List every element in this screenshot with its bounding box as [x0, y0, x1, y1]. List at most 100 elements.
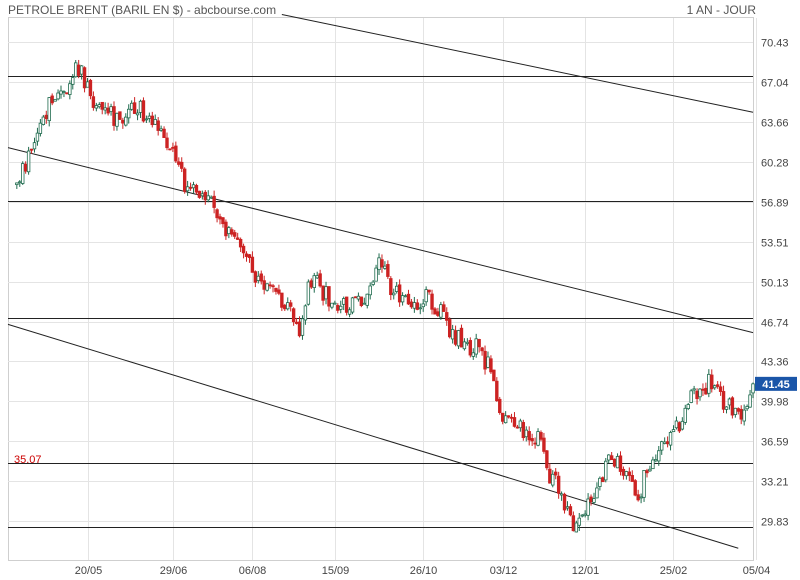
candle-body — [715, 384, 720, 387]
candle-body — [344, 296, 349, 313]
candle-body — [660, 441, 664, 451]
candle-body — [554, 471, 558, 476]
candle-body — [324, 286, 328, 300]
candle-body — [339, 305, 343, 310]
candle-body — [574, 522, 579, 533]
candle-body — [297, 321, 302, 337]
candle-body — [450, 329, 455, 340]
candle-body — [674, 420, 679, 429]
candle-body — [680, 420, 685, 430]
candle-body — [509, 416, 514, 419]
x-tick-label: 05/04 — [743, 565, 771, 577]
y-tick-label: 36.59 — [761, 437, 789, 449]
candle-body — [518, 420, 523, 429]
candle-body — [238, 238, 243, 248]
candle-body — [32, 142, 37, 150]
candle-body — [512, 417, 517, 427]
candle-body — [406, 293, 411, 305]
trendlines — [7, 13, 754, 549]
y-tick-label: 50.13 — [761, 278, 789, 290]
x-tick-label: 15/09 — [322, 565, 350, 577]
last-price-label: 41.45 — [762, 379, 790, 391]
trendline — [7, 323, 739, 549]
candle-body — [174, 145, 178, 162]
candle-body — [471, 352, 475, 357]
candle-body — [253, 271, 258, 283]
candle-body — [47, 97, 51, 122]
candle-body — [147, 115, 152, 119]
y-tick-label: 53.51 — [761, 238, 789, 250]
horizontal-levels — [8, 76, 753, 528]
candle-body — [94, 105, 99, 109]
period-label[interactable]: 1 AN - JOUR — [686, 3, 756, 17]
candle-body — [465, 341, 470, 344]
candle-body — [150, 115, 154, 126]
candle-body — [483, 350, 487, 370]
candle-body — [88, 79, 93, 97]
candle-body — [50, 95, 54, 104]
candle-body — [548, 468, 552, 484]
candle-body — [286, 302, 290, 310]
candle-body — [129, 102, 134, 110]
candle-body — [350, 297, 355, 313]
candle-body — [689, 390, 693, 403]
candle-body — [403, 295, 408, 298]
candle-body — [751, 383, 755, 394]
candle-body — [177, 161, 181, 165]
candle-body — [41, 116, 46, 125]
candle-body — [59, 90, 63, 95]
candle-body — [356, 295, 361, 300]
y-tick-label: 29.83 — [761, 517, 789, 529]
candle-body — [598, 477, 602, 487]
y-tick-label: 43.36 — [761, 357, 789, 369]
y-tick-label: 46.74 — [761, 318, 789, 330]
candle-body — [106, 107, 110, 114]
candle-body — [742, 409, 746, 422]
candle-body — [565, 506, 570, 509]
y-tick-label: 63.66 — [761, 118, 789, 130]
candle-body — [495, 380, 499, 402]
candle-body — [474, 338, 478, 355]
candle-body — [389, 278, 393, 296]
candle-body — [127, 108, 131, 119]
candle-body — [651, 459, 655, 470]
candle-body — [468, 340, 473, 356]
candle-body — [168, 148, 172, 151]
candle-body — [724, 406, 729, 410]
candle-body — [571, 515, 576, 532]
candle-body — [447, 319, 452, 338]
candle-body — [692, 388, 696, 391]
candle-body — [456, 330, 461, 347]
candle-body — [91, 96, 96, 108]
candle-body — [141, 100, 146, 122]
candle-body — [156, 120, 160, 131]
candle-body — [627, 471, 632, 476]
candle-body — [280, 292, 284, 308]
candle-body — [121, 119, 125, 124]
candle-body — [618, 455, 623, 472]
candle-body — [592, 498, 596, 503]
candle-body — [227, 227, 231, 235]
candle-body — [665, 441, 670, 445]
candle-body — [274, 287, 278, 292]
candle-body — [327, 286, 331, 307]
candle-body — [333, 302, 337, 305]
candle-body — [259, 273, 263, 282]
candle-body — [412, 302, 417, 309]
axes: 70.43 67.04 63.66 60.28 56.89 53.51 50.13 46.74… — [14, 38, 797, 577]
candle-body — [112, 106, 116, 126]
candle-body — [583, 513, 587, 516]
candle-body — [636, 494, 640, 501]
candle-body — [180, 161, 184, 169]
candle-body — [421, 303, 425, 308]
candle-body — [15, 182, 19, 186]
candle-body — [124, 116, 128, 126]
candle-body — [595, 487, 599, 499]
candle-body — [501, 412, 505, 422]
candle-body — [277, 289, 281, 294]
candle-body — [730, 397, 735, 416]
candle-body — [695, 390, 699, 400]
candle-body — [206, 195, 210, 201]
candle-body — [615, 456, 620, 469]
candle-body — [418, 307, 422, 310]
